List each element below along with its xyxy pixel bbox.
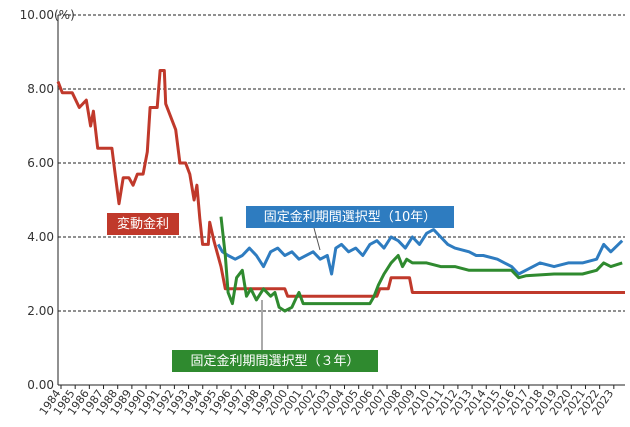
legend-box — [172, 350, 378, 372]
y-tick-label: 10.00 — [20, 8, 54, 22]
legend-label: 固定金利期間選択型（３年） — [190, 353, 359, 369]
y-tick-label: 6.00 — [27, 156, 54, 170]
legend-label: 変動金利 — [117, 216, 169, 232]
y-tick-label: 0.00 — [27, 378, 54, 392]
series-line — [56, 69, 625, 298]
label-pointer — [313, 227, 321, 251]
series-line — [216, 228, 624, 276]
y-tick-label: 8.00 — [27, 82, 54, 96]
y-tick-label: 2.00 — [27, 304, 54, 318]
y-unit: (%) — [54, 8, 75, 22]
series-line — [219, 216, 623, 313]
legend-label: 固定金利期間選択型（10年） — [264, 209, 437, 225]
y-tick-label: 4.00 — [27, 230, 54, 244]
legend-box — [246, 206, 454, 228]
legend-box — [107, 213, 179, 235]
